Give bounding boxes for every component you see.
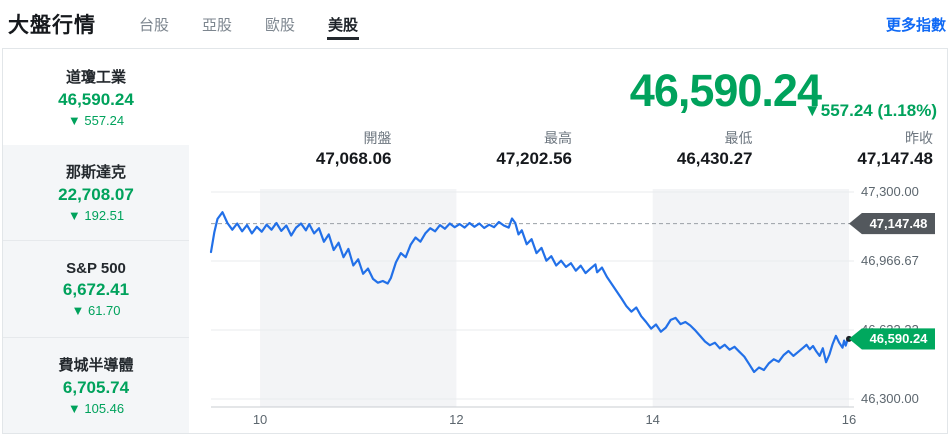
y-tick-label: 46,966.67 bbox=[861, 252, 919, 268]
sidebar-item-sp500[interactable]: S&P 500 6,672.41 ▼ 61.70 bbox=[3, 241, 189, 338]
quote-panel: 46,590.24 ▼557.24 (1.18%) 開盤 47,068.06 最… bbox=[189, 49, 947, 433]
y-tick-label: 46,300.00 bbox=[861, 391, 919, 406]
stat-prev-close: 昨收 47,147.48 bbox=[857, 130, 933, 168]
prev-close-badge: 47,147.48 bbox=[849, 213, 935, 235]
index-change: ▼ 557.24 bbox=[67, 112, 125, 128]
x-tick-label: 10 bbox=[252, 412, 268, 427]
index-change: ▼ 192.51 bbox=[67, 208, 125, 224]
index-name: 道瓊工業 bbox=[65, 68, 126, 86]
index-price: 22,708.07 bbox=[58, 185, 134, 205]
price-line bbox=[209, 211, 851, 374]
stat-high: 最高 47,202.56 bbox=[496, 130, 572, 168]
stat-open: 開盤 47,068.06 bbox=[315, 130, 392, 168]
hour-band bbox=[652, 189, 849, 407]
index-change: ▼ 61.70 bbox=[71, 302, 121, 318]
index-change: ▼ 105.46 bbox=[67, 401, 125, 417]
index-name: S&P 500 bbox=[66, 259, 126, 277]
tab-us-stocks[interactable]: 美股 bbox=[327, 0, 360, 48]
hour-band bbox=[260, 189, 457, 407]
index-price: 46,590.24 bbox=[58, 89, 134, 109]
market-header: 大盤行情 台股 亞股 歐股 美股 更多指數 bbox=[0, 0, 952, 48]
market-widget: 道瓊工業 46,590.24 ▼ 557.24 那斯達克 22,708.07 ▼… bbox=[2, 48, 948, 434]
page-title: 大盤行情 bbox=[8, 14, 96, 37]
price-change: ▼557.24 (1.18%) bbox=[803, 101, 937, 120]
x-tick-label: 14 bbox=[645, 412, 660, 427]
current-price: 46,590.24 bbox=[629, 65, 822, 116]
last-price-dot bbox=[846, 335, 852, 342]
tab-asia-stocks[interactable]: 亞股 bbox=[202, 16, 233, 34]
index-name: 費城半導體 bbox=[58, 357, 134, 375]
index-price: 6,705.74 bbox=[62, 378, 130, 398]
index-name: 那斯達克 bbox=[65, 164, 126, 182]
sidebar-item-philadelphia-semi[interactable]: 費城半導體 6,705.74 ▼ 105.46 bbox=[3, 337, 189, 433]
market-tabs: 台股 亞股 歐股 美股 bbox=[138, 0, 360, 48]
sidebar-item-dow-jones[interactable]: 道瓊工業 46,590.24 ▼ 557.24 bbox=[3, 49, 189, 145]
x-tick-label: 12 bbox=[449, 412, 464, 427]
stat-low: 最低 46,430.27 bbox=[676, 130, 753, 168]
index-price: 6,672.41 bbox=[62, 279, 130, 299]
ohlc-stats: 開盤 47,068.06 最高 47,202.56 最低 46,430.27 昨… bbox=[211, 129, 933, 170]
x-tick-label: 16 bbox=[841, 412, 857, 427]
tab-europe-stocks[interactable]: 歐股 bbox=[265, 16, 296, 34]
tab-taiwan-stocks[interactable]: 台股 bbox=[139, 16, 170, 34]
more-indices-link[interactable]: 更多指數 bbox=[885, 16, 946, 34]
index-sidebar: 道瓊工業 46,590.24 ▼ 557.24 那斯達克 22,708.07 ▼… bbox=[3, 49, 189, 433]
last-price-badge: 46,590.24 bbox=[849, 328, 935, 350]
sidebar-item-nasdaq[interactable]: 那斯達克 22,708.07 ▼ 192.51 bbox=[3, 144, 189, 241]
y-tick-label: 47,300.00 bbox=[861, 184, 919, 199]
price-line-chart bbox=[209, 189, 854, 408]
